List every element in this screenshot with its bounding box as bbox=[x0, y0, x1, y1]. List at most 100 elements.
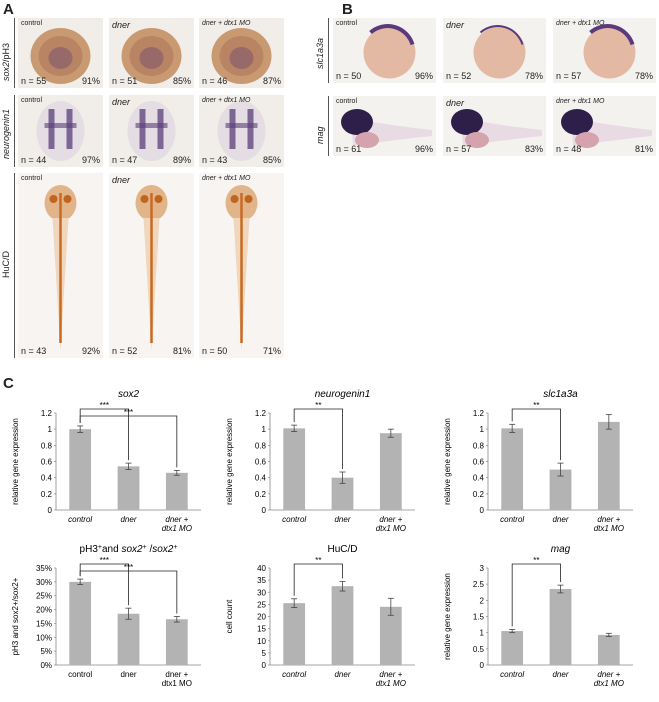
y-tick-label: 0.4 bbox=[41, 474, 53, 483]
chart-title: slc1a3a bbox=[543, 389, 578, 400]
row-bracket bbox=[14, 173, 15, 358]
condition-label: control bbox=[336, 20, 358, 27]
condition-label: dner + dtx1 MO bbox=[202, 97, 251, 104]
specimen-image bbox=[127, 101, 176, 161]
percentage: 87% bbox=[262, 76, 281, 86]
sample-size: n = 51 bbox=[112, 76, 138, 86]
bar bbox=[69, 581, 92, 665]
sample-size: n = 50 bbox=[202, 346, 228, 356]
title-part: and bbox=[102, 544, 121, 555]
embryo-shape bbox=[583, 26, 636, 79]
title-part: sox2 bbox=[152, 544, 174, 555]
stain-core bbox=[139, 47, 164, 69]
title-part: sox2 bbox=[121, 544, 143, 555]
percentage: 96% bbox=[414, 144, 433, 154]
image-tile: dner n = 52 78% bbox=[443, 18, 546, 83]
image-tile: dner + dtx1 MO n = 50 71% bbox=[199, 173, 284, 358]
bar bbox=[597, 421, 620, 510]
significance-bracket bbox=[511, 408, 561, 461]
chart-title: pH3+and sox2+ /sox2+ bbox=[80, 544, 178, 556]
stain-region bbox=[38, 36, 83, 76]
y-tick-label: 5% bbox=[40, 647, 52, 656]
y-tick-label: 0.2 bbox=[473, 490, 485, 499]
y-tick-label: 0 bbox=[480, 661, 485, 670]
image-tile: dner n = 47 89% bbox=[109, 95, 194, 167]
bar bbox=[165, 619, 188, 665]
percentage: 81% bbox=[172, 346, 191, 356]
bar bbox=[69, 429, 92, 510]
stain-stripe bbox=[229, 109, 236, 149]
y-tick-label: 1.2 bbox=[473, 409, 485, 418]
bar bbox=[597, 634, 620, 665]
significance-label: ** bbox=[315, 401, 321, 410]
panel-label-a: A bbox=[3, 1, 14, 18]
y-tick-label: 40 bbox=[257, 564, 266, 573]
bar-chart: slc1a3a relative gene expression 0 0.2 0.4 0.… bbox=[443, 389, 633, 533]
y-tick-label: 1.2 bbox=[255, 409, 267, 418]
specimen-image bbox=[341, 109, 432, 148]
row-label: sox2/pH3 bbox=[1, 42, 11, 81]
bar bbox=[283, 428, 306, 510]
sample-size: n = 47 bbox=[112, 155, 138, 165]
x-tick-label: dner bbox=[552, 670, 568, 679]
y-tick-label: 2.5 bbox=[473, 580, 485, 589]
row-label: mag bbox=[315, 126, 325, 144]
y-tick-label: 0.8 bbox=[473, 441, 485, 450]
significance-label: *** bbox=[124, 408, 133, 417]
percentage: 91% bbox=[81, 76, 100, 86]
condition-label: dner bbox=[112, 97, 131, 107]
image-tile: dner + dtx1 MO n = 43 85% bbox=[199, 95, 284, 167]
significance-bracket bbox=[79, 415, 178, 468]
row-bracket bbox=[328, 18, 329, 83]
significance-label: *** bbox=[124, 563, 133, 572]
stain-stripe bbox=[157, 109, 164, 149]
bar bbox=[379, 606, 402, 665]
specimen-image bbox=[121, 28, 182, 84]
y-axis-label: cell count bbox=[225, 599, 234, 634]
y-axis-label: relative gene expression bbox=[443, 573, 452, 660]
bar bbox=[117, 466, 140, 510]
bar-chart: neurogenin1 relative gene expression 0 0.2 0… bbox=[225, 389, 415, 533]
y-tick-label: 1 bbox=[262, 425, 267, 434]
sample-size: n = 61 bbox=[336, 144, 362, 154]
row-label: neurogenin1 bbox=[1, 108, 11, 159]
significance-bracket bbox=[293, 408, 343, 470]
specimen-image bbox=[211, 28, 272, 84]
bar-chart: sox2 relative gene expression 0 0.2 0.4 0.6 0.… bbox=[11, 389, 201, 533]
y-tick-label: 0 bbox=[480, 506, 485, 515]
condition-label: control bbox=[21, 175, 43, 182]
y-axis-label: relative gene expression bbox=[11, 418, 20, 505]
x-tick-label: dner + bbox=[379, 515, 402, 524]
stained-head bbox=[561, 109, 593, 135]
bar-chart: mag relative gene expression 0 0.5 1 1.5 2 2.5 3… bbox=[443, 544, 633, 688]
stain-stripe bbox=[48, 109, 55, 149]
bar bbox=[331, 477, 354, 510]
embryo-shape bbox=[217, 101, 266, 161]
y-axis-label: relative gene expression bbox=[443, 418, 452, 505]
stain-arc bbox=[369, 24, 415, 46]
row-label: HuC/D bbox=[1, 250, 11, 278]
stain-stripe bbox=[66, 109, 73, 149]
condition-label: dner + dtx1 MO bbox=[202, 20, 251, 27]
specimen-image bbox=[583, 24, 636, 79]
percentage: 81% bbox=[634, 144, 653, 154]
condition-label: dner + dtx1 MO bbox=[202, 175, 251, 182]
stain-stripe bbox=[139, 109, 146, 149]
stain-spot bbox=[154, 195, 163, 203]
x-tick-label: dtx1 MO bbox=[376, 679, 406, 688]
embryo-shape bbox=[473, 26, 526, 79]
sample-size: n = 57 bbox=[556, 71, 582, 81]
y-tick-label: 1 bbox=[480, 629, 485, 638]
percentage: 92% bbox=[81, 346, 100, 356]
significance-bracket bbox=[79, 563, 129, 606]
y-axis-label: pH3 and sox2+/sox2+ bbox=[11, 577, 20, 655]
y-tick-label: 0.2 bbox=[41, 490, 53, 499]
bar bbox=[283, 603, 306, 665]
significance-label: ** bbox=[533, 401, 539, 410]
y-tick-label: 35 bbox=[257, 576, 266, 585]
y-tick-label: 0.5 bbox=[473, 645, 485, 654]
image-tile: control n = 43 92% bbox=[18, 173, 103, 358]
stain-core bbox=[229, 47, 254, 69]
condition-label: dner bbox=[112, 175, 131, 185]
y-tick-label: 1 bbox=[480, 425, 485, 434]
